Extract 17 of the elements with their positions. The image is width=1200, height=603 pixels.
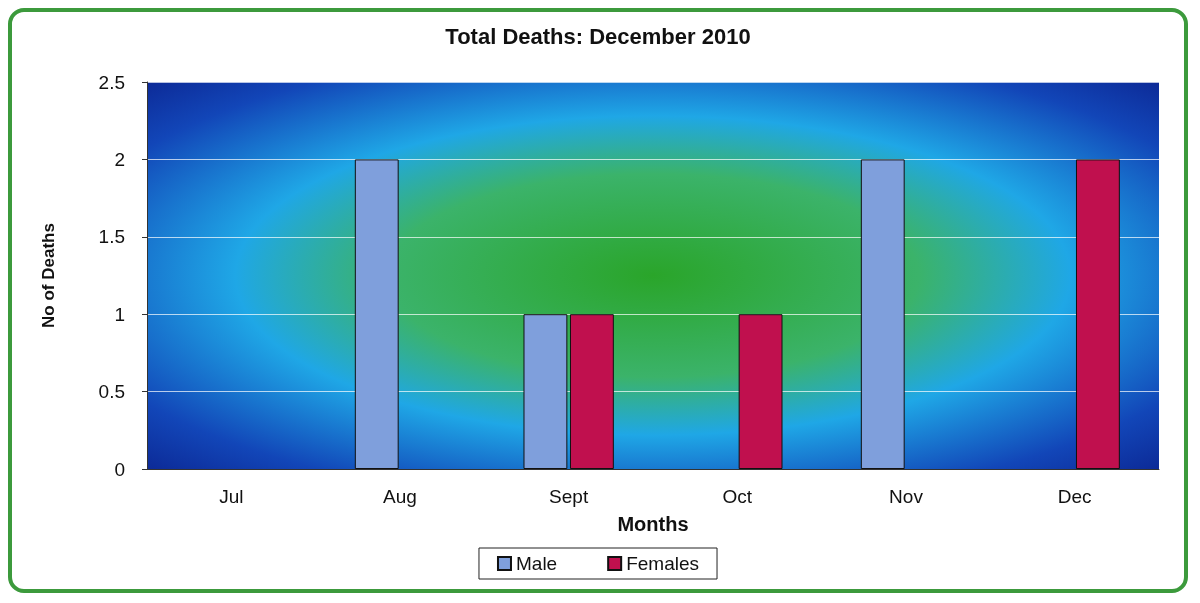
legend-label: Male [515,553,558,574]
x-tick-label: Nov [889,486,924,507]
legend-label: Females [626,553,700,574]
y-tick-label: 0.5 [98,381,125,403]
y-tick-label: 1.5 [98,226,125,248]
x-tick-label: Sept [549,486,589,507]
y-tick-label: 2.5 [98,71,125,93]
x-tick-label: Aug [383,486,417,507]
x-tick-label: Jul [219,486,244,507]
x-tick-label: Oct [722,486,753,507]
x-axis-title: Months [617,513,689,535]
chart-title: Total Deaths: December 2010 [445,23,751,49]
x-tick-label: Dec [1057,486,1092,507]
y-tick-label: 1 [114,303,125,325]
y-tick-label: 0 [114,458,125,480]
y-axis-title: No of Deaths [39,223,58,328]
y-tick-label: 2 [114,148,125,170]
